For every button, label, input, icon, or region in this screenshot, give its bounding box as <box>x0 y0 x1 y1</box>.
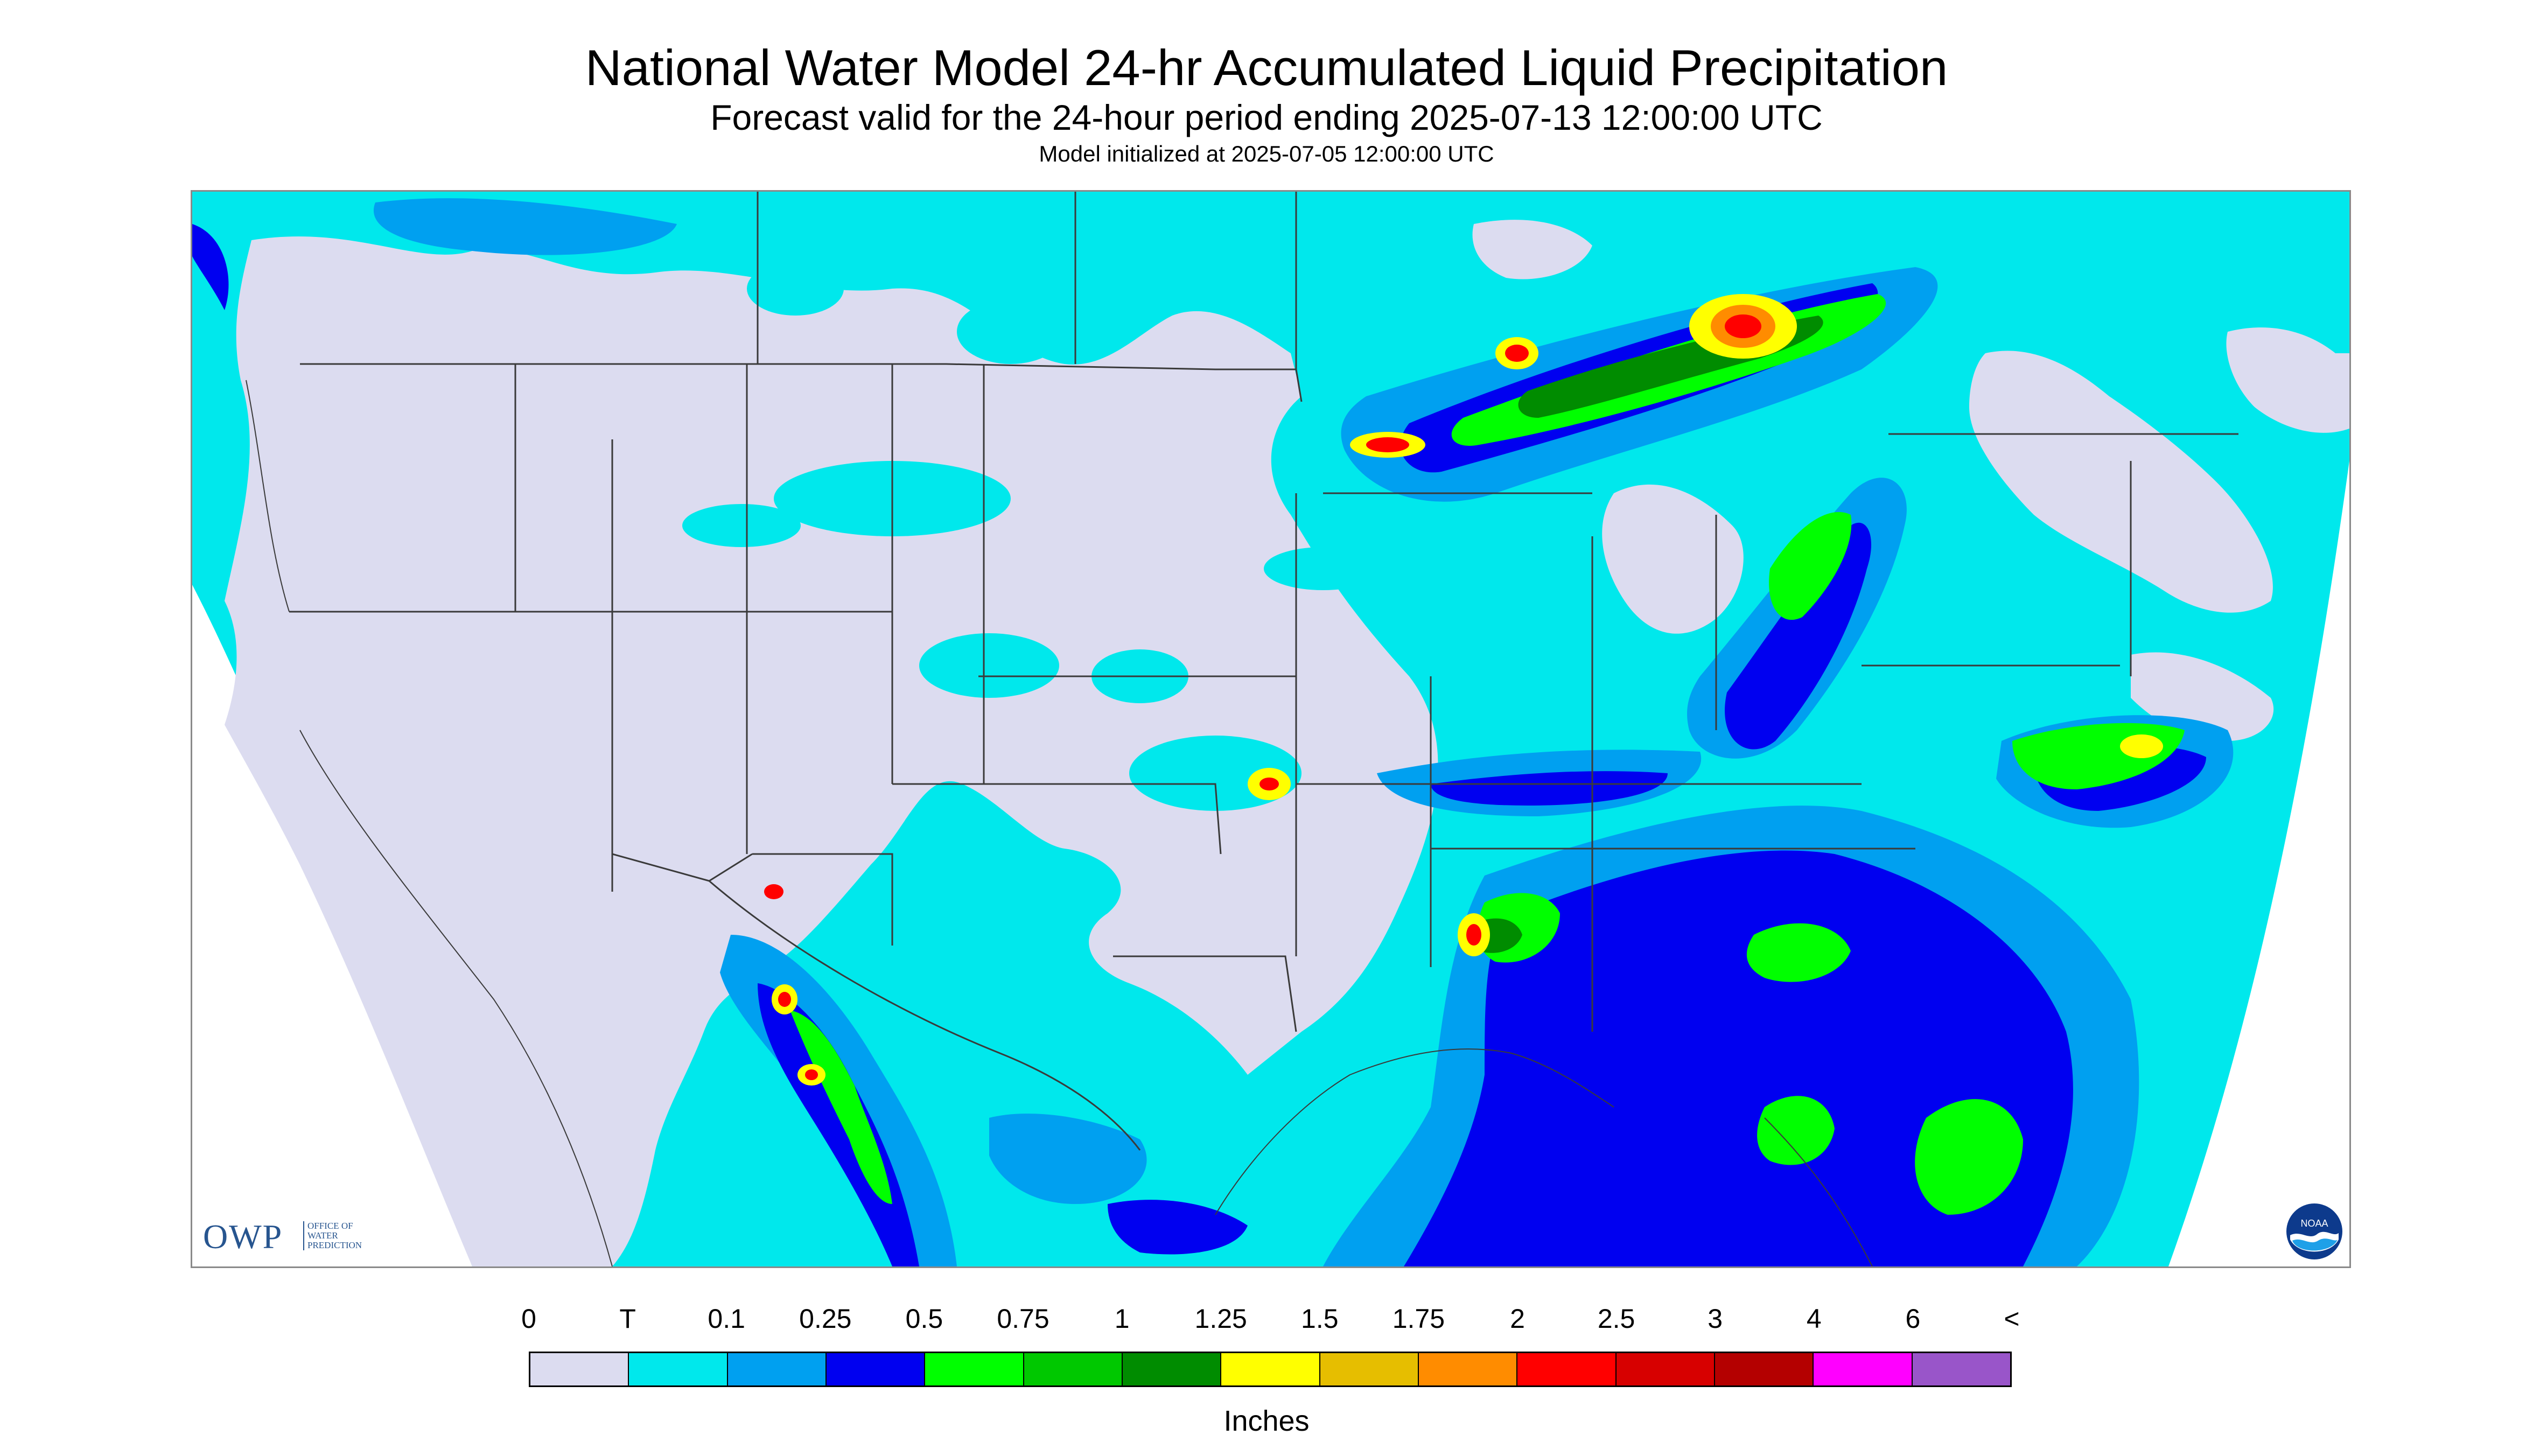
map-canvas <box>192 192 2349 1266</box>
legend-tick-label: 1.5 <box>1301 1304 1339 1334</box>
legend-swatch <box>530 1353 629 1385</box>
legend-swatch <box>826 1353 926 1385</box>
legend-swatch <box>1024 1353 1123 1385</box>
boundaries <box>289 192 2238 1151</box>
legend-tick-label: 1 <box>1114 1304 1130 1334</box>
legend-tick-label: 0.25 <box>799 1304 852 1334</box>
legend-swatch <box>1616 1353 1715 1385</box>
legend-swatch <box>1418 1353 1518 1385</box>
precipitation-map[interactable]: OWP OFFICE OF WATER PREDICTION NOAA <box>191 190 2351 1268</box>
legend-tick-label: 0.5 <box>905 1304 943 1334</box>
legend-tick-label: 4 <box>1806 1304 1822 1334</box>
legend-tick-label: 2.5 <box>1597 1304 1635 1334</box>
legend-swatch <box>1912 1353 2010 1385</box>
legend-swatch <box>629 1353 728 1385</box>
legend-tick-label: 6 <box>1905 1304 1921 1334</box>
owp-logo-subtitle: OFFICE OF WATER PREDICTION <box>303 1221 362 1250</box>
trace-patches <box>682 262 1382 811</box>
legend-swatch <box>1517 1353 1617 1385</box>
legend-swatch <box>1221 1353 1320 1385</box>
legend-tick-label: 2 <box>1510 1304 1525 1334</box>
legend-swatch <box>1122 1353 1222 1385</box>
noaa-logo: NOAA <box>2286 1203 2342 1259</box>
noaa-logo-text: NOAA <box>2300 1218 2328 1229</box>
model-init-text: Model initialized at 2025-07-05 12:00:00… <box>1039 141 1494 166</box>
legend-units: Inches <box>1223 1405 1310 1437</box>
legend-tick-label: 3 <box>1708 1304 1723 1334</box>
dry-regions <box>225 220 2349 1266</box>
legend-tick-label: 0 <box>521 1304 536 1334</box>
legend-swatch <box>925 1353 1024 1385</box>
owp-sub-line: OFFICE OF <box>307 1221 353 1231</box>
legend-tick-label: 0.75 <box>997 1304 1049 1334</box>
owp-sub-line: PREDICTION <box>307 1240 362 1250</box>
legend-tick-label: < <box>2004 1304 2020 1334</box>
legend-tick-label: T <box>619 1304 636 1334</box>
legend-tick-labels: 0 T 0.1 0.25 0.5 0.75 1 1.25 1.5 1.75 2 2.5 3 4 6 < <box>521 1303 2020 1335</box>
legend-swatch <box>727 1353 827 1385</box>
legend-tick-label: 1.75 <box>1392 1304 1445 1334</box>
coastlines <box>246 380 1873 1266</box>
legend-tick-label: 1.25 <box>1194 1304 1247 1334</box>
legend-swatch <box>1715 1353 1814 1385</box>
legend-swatch <box>1814 1353 1913 1385</box>
owp-logo: OWP OFFICE OF WATER PREDICTION <box>203 1217 375 1260</box>
map-title: National Water Model 24-hr Accumulated L… <box>585 39 1948 96</box>
precip-heavy-cores <box>764 294 2163 1086</box>
legend-swatch <box>1320 1353 1419 1385</box>
owp-sub-line: WATER <box>307 1230 338 1241</box>
legend-tick-label: 0.1 <box>708 1304 745 1334</box>
owp-logo-letters: OWP <box>203 1217 283 1256</box>
precip-color-legend <box>529 1352 2012 1387</box>
forecast-valid-subtitle: Forecast valid for the 24-hour period en… <box>710 97 1823 137</box>
